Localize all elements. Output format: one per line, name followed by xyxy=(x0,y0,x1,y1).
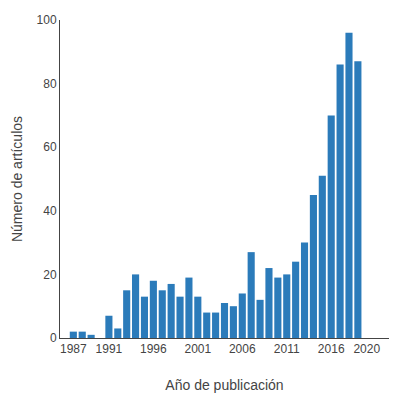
svg-text:20: 20 xyxy=(43,268,57,282)
svg-text:2006: 2006 xyxy=(229,342,256,356)
svg-text:Año de publicación: Año de publicación xyxy=(165,377,283,393)
svg-text:1996: 1996 xyxy=(140,342,167,356)
svg-text:Número de artículos: Número de artículos xyxy=(9,116,25,242)
svg-text:1991: 1991 xyxy=(96,342,123,356)
svg-text:2016: 2016 xyxy=(318,342,345,356)
svg-text:80: 80 xyxy=(43,77,57,91)
svg-text:1987: 1987 xyxy=(60,342,87,356)
svg-text:100: 100 xyxy=(37,13,57,27)
svg-text:40: 40 xyxy=(43,204,57,218)
svg-text:2020: 2020 xyxy=(353,342,380,356)
svg-text:2011: 2011 xyxy=(274,342,300,356)
svg-text:0: 0 xyxy=(50,331,57,345)
svg-text:60: 60 xyxy=(43,140,57,154)
svg-text:2001: 2001 xyxy=(184,342,211,356)
